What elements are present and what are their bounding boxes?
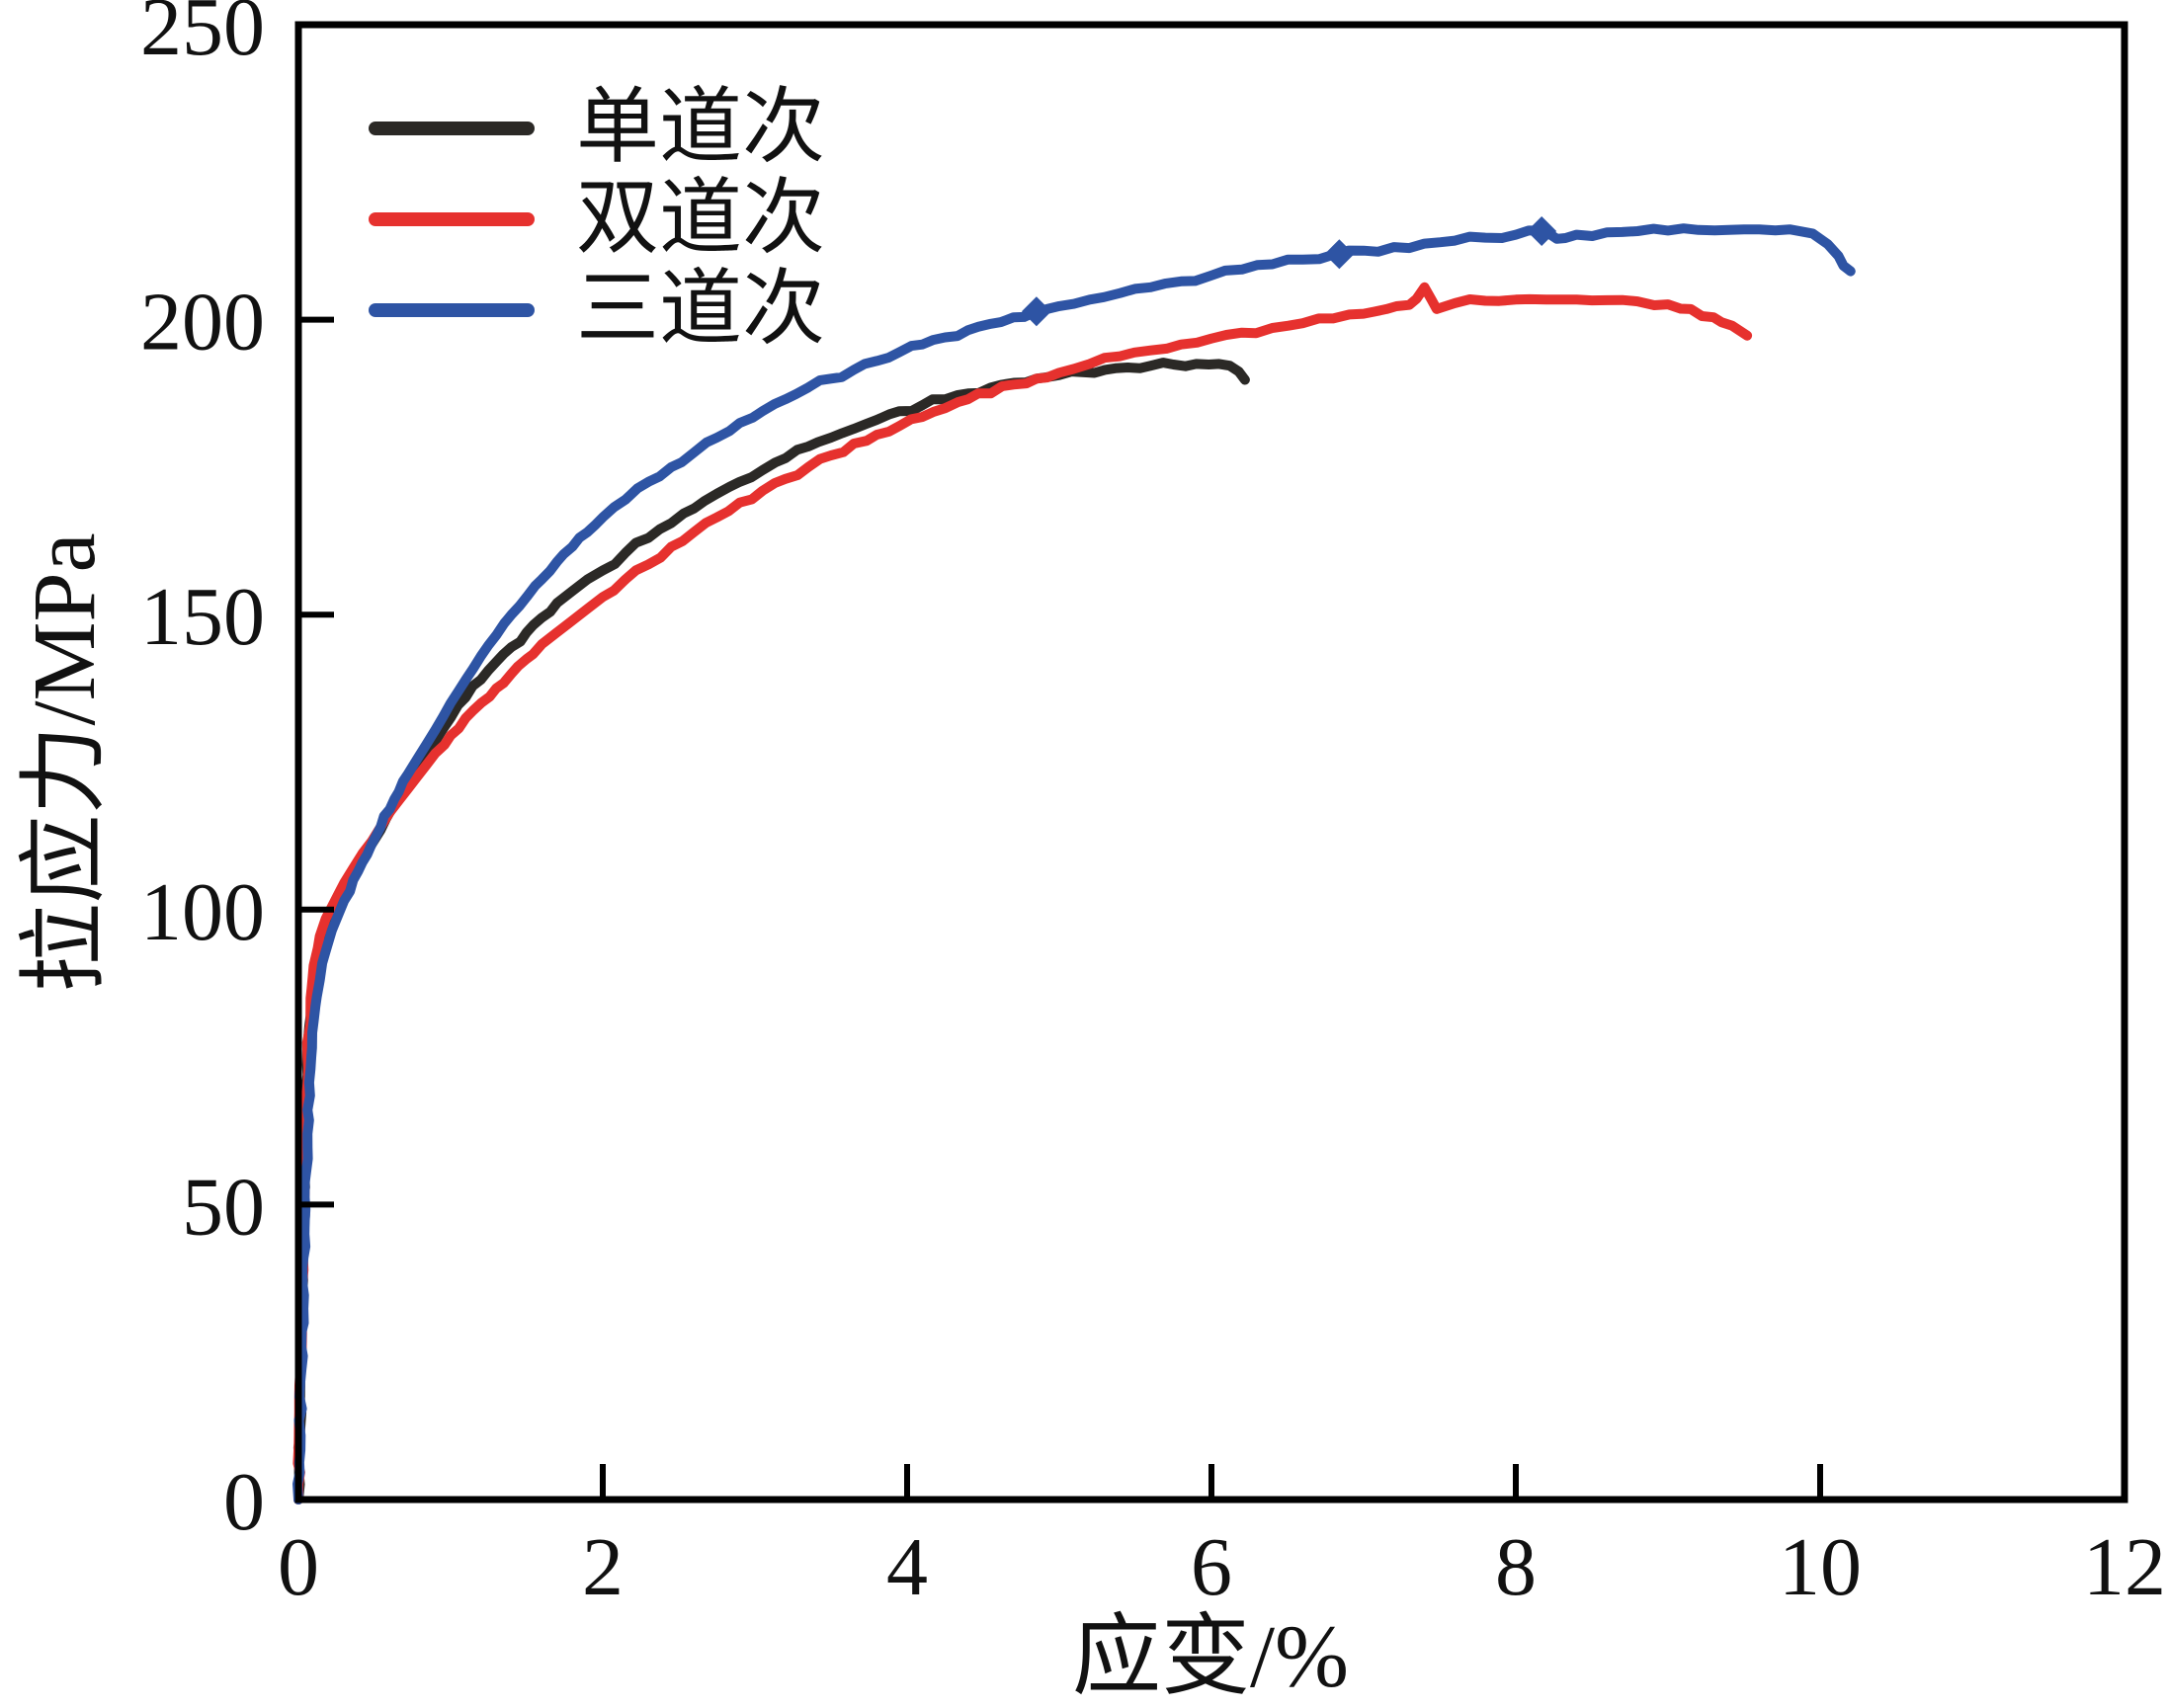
curve-三道次 — [292, 223, 1856, 1505]
y-tick-label: 100 — [140, 866, 265, 958]
legend-item-2: 双道次 — [369, 174, 825, 265]
plot-frame — [294, 21, 2128, 1504]
legend-line-swatch — [369, 303, 535, 317]
legend-label: 双道次 — [576, 173, 826, 265]
legend: 单道次 双道次 三道次 — [369, 83, 825, 356]
y-tick-label: 200 — [140, 277, 265, 368]
x-tick-label: 0 — [278, 1521, 319, 1613]
data-point-diamond-marker — [1021, 296, 1051, 327]
curve-单道次 — [292, 358, 1250, 1505]
x-tick-label: 4 — [886, 1521, 928, 1613]
legend-item-3: 三道次 — [369, 265, 825, 356]
data-point-diamond-marker — [1527, 216, 1557, 247]
x-axis-title: 应变/% — [1072, 1608, 1349, 1706]
data-point-diamond-marker — [1324, 239, 1355, 270]
legend-line-swatch — [369, 212, 535, 226]
legend-label: 三道次 — [576, 264, 826, 356]
curve-双道次 — [292, 282, 1753, 1505]
x-tick-label: 8 — [1495, 1521, 1537, 1613]
legend-line-swatch — [369, 122, 535, 135]
x-tick-label: 10 — [1779, 1521, 1862, 1613]
x-tick-label: 12 — [2083, 1521, 2166, 1613]
y-axis-title: 拉应力/MPa — [16, 532, 114, 993]
y-tick-label: 50 — [182, 1161, 265, 1253]
x-tick-label: 2 — [582, 1521, 624, 1613]
x-tick-label: 6 — [1191, 1521, 1232, 1613]
legend-label: 单道次 — [576, 82, 826, 174]
y-tick-label: 0 — [223, 1456, 265, 1548]
y-tick-label: 250 — [140, 0, 265, 73]
legend-item-1: 单道次 — [369, 83, 825, 174]
y-tick-label: 150 — [140, 571, 265, 663]
